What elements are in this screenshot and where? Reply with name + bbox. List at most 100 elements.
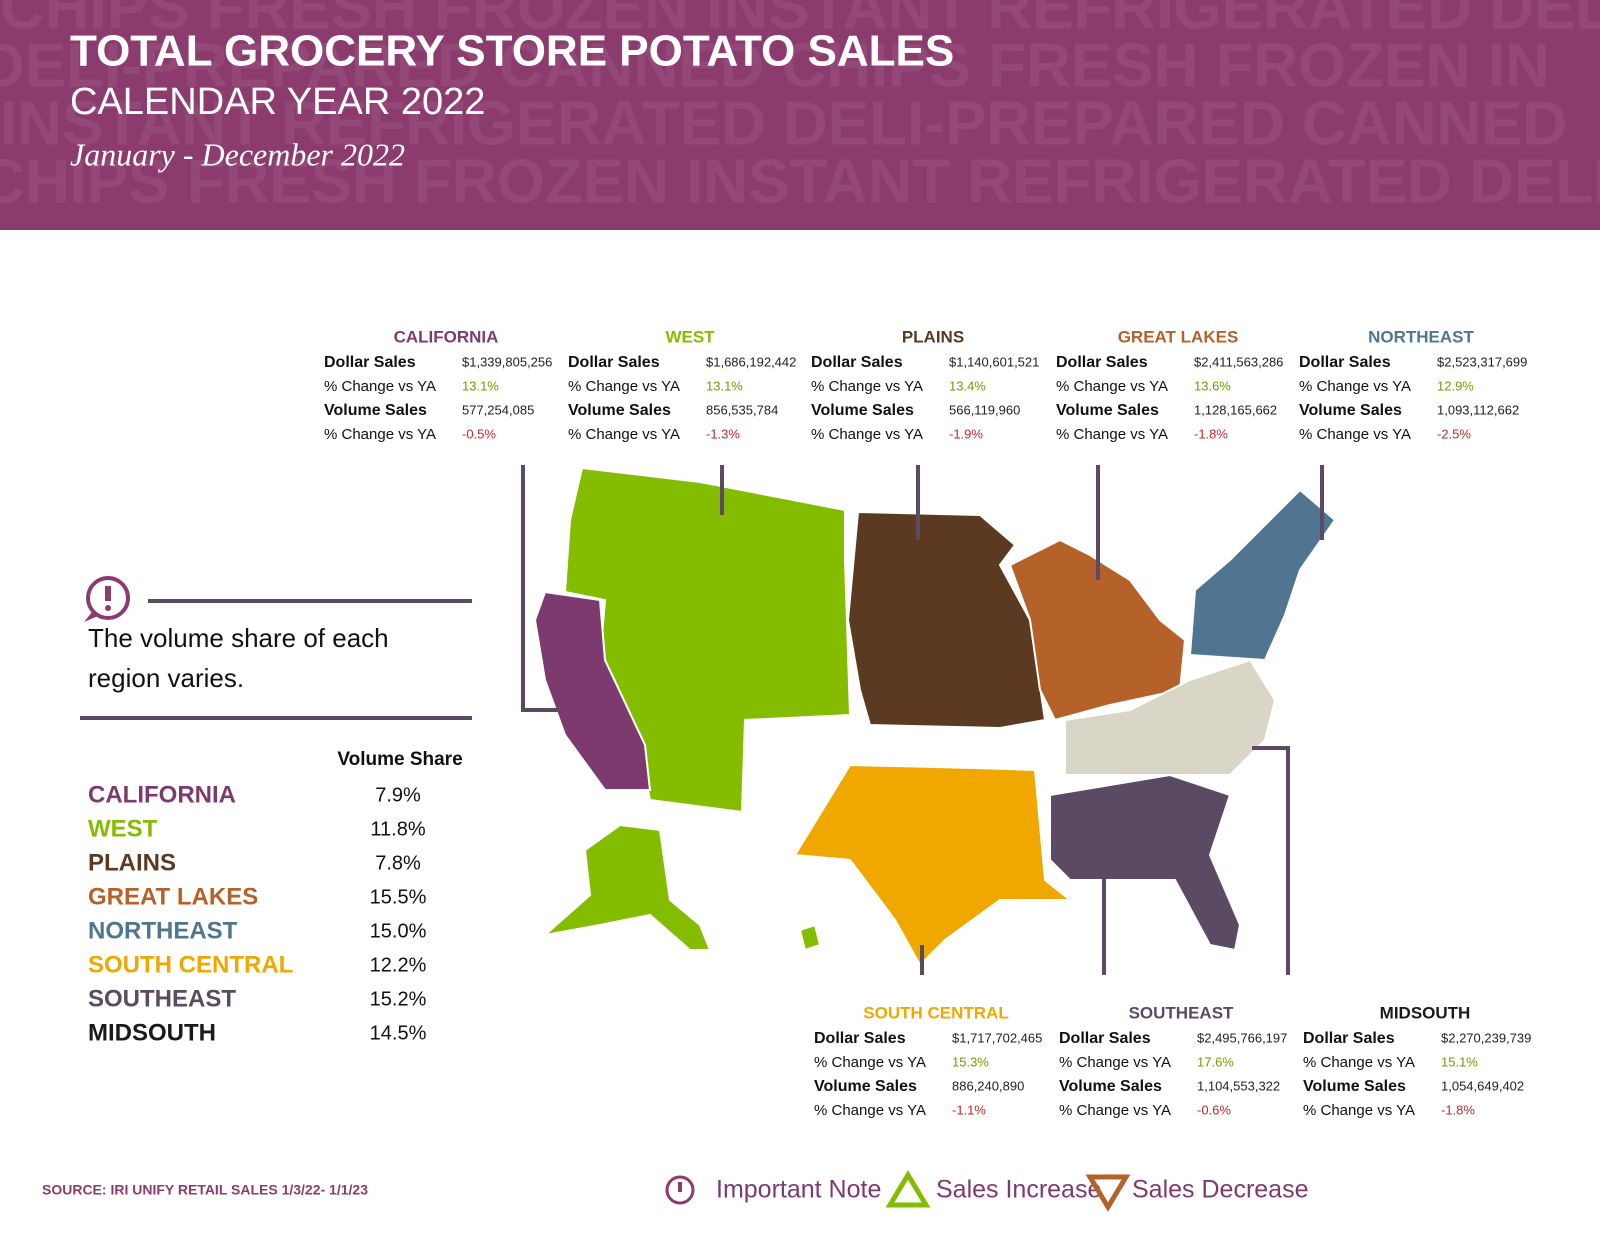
stat-value: $1,686,192,442: [706, 354, 796, 369]
subtitle: CALENDAR YEAR 2022: [70, 81, 485, 123]
share-value: 12.2%: [370, 954, 427, 976]
stat-value: 577,254,085: [462, 402, 534, 417]
connectors: [521, 465, 1324, 975]
stat-label: % Change vs YA: [324, 426, 436, 443]
region-name: SOUTH CENTRAL: [863, 1003, 1008, 1022]
stat-label: Dollar Sales: [324, 354, 416, 371]
decrease-icon: [1085, 1174, 1131, 1212]
stat-label: Dollar Sales: [1056, 354, 1148, 371]
region-stats: CALIFORNIA Dollar Sales $1,339,805,256 % Ch…: [324, 327, 1531, 1118]
stat-value: 13.1%: [706, 378, 743, 393]
stat-label: Volume Sales: [814, 1078, 917, 1095]
stat-value: 15.1%: [1441, 1054, 1478, 1069]
stat-value: $1,717,702,465: [952, 1030, 1042, 1045]
stat-value: $2,270,239,739: [1441, 1030, 1531, 1045]
share-region: SOUTHEAST: [88, 985, 236, 1012]
share-region: MIDSOUTH: [88, 1019, 216, 1046]
stat-label: Dollar Sales: [1299, 354, 1391, 371]
stat-label: Dollar Sales: [568, 354, 660, 371]
stat-label: % Change vs YA: [1056, 378, 1168, 395]
share-value: 14.5%: [370, 1022, 427, 1044]
stat-value: 1,104,553,322: [1197, 1078, 1280, 1093]
stat-value: 856,535,784: [706, 402, 778, 417]
source: SOURCE: IRI UNIFY RETAIL SALES 1/3/22- 1…: [42, 1182, 368, 1198]
alaska-shape: [541, 823, 712, 951]
stat-label: % Change vs YA: [568, 426, 680, 443]
stat-value: 566,119,960: [949, 402, 1020, 417]
stat-label: % Change vs YA: [1299, 426, 1411, 443]
share-header: Volume Share: [337, 749, 462, 770]
region-name: WEST: [665, 327, 715, 346]
share-region: WEST: [88, 815, 158, 842]
stat-label: % Change vs YA: [814, 1102, 926, 1119]
stat-label: % Change vs YA: [811, 426, 923, 443]
region-name: PLAINS: [902, 327, 964, 346]
stat-value: $2,523,317,699: [1437, 354, 1527, 369]
share-value: 15.0%: [370, 920, 427, 942]
stat-label: % Change vs YA: [811, 378, 923, 395]
stat-value: 17.6%: [1197, 1054, 1234, 1069]
stat-label: Dollar Sales: [1059, 1030, 1151, 1047]
note: The volume share of each region varies.: [88, 623, 389, 693]
midsouth-shape: [1064, 658, 1277, 776]
hawaii-shape: [798, 923, 822, 952]
share-region: CALIFORNIA: [88, 781, 236, 808]
increase-icon: [885, 1170, 931, 1208]
region-name: MIDSOUTH: [1380, 1003, 1471, 1022]
watermark: CHIPS FRESH FROZEN INSTANT REFRIGERATED …: [0, 0, 1600, 216]
share-region: PLAINS: [88, 849, 176, 876]
stat-value: $2,411,563,286: [1194, 354, 1283, 369]
stat-value: 1,093,112,662: [1437, 402, 1519, 417]
stat-label: % Change vs YA: [1056, 426, 1168, 443]
stat-value: 1,128,165,662: [1194, 402, 1277, 417]
stat-label: Volume Sales: [1059, 1078, 1162, 1095]
share-region: SOUTH CENTRAL: [88, 951, 293, 978]
stat-value: $1,339,805,256: [462, 354, 552, 369]
watermark-line: INSTANT REFRIGERATED DELI-PREPARED CANNE…: [0, 89, 1567, 158]
stat-label: Volume Sales: [1299, 402, 1402, 419]
legend-label: Sales Increase: [936, 1176, 1101, 1204]
note-box: The volume share of each region varies.: [88, 623, 389, 693]
great-lakes-shape: [1008, 538, 1187, 722]
stat-value: $1,140,601,521: [949, 354, 1039, 369]
stat-label: % Change vs YA: [1059, 1054, 1171, 1071]
note-icon: [665, 1175, 695, 1205]
stat-value: 15.3%: [952, 1054, 989, 1069]
share-table: CALIFORNIA 7.9% WEST 11.8% PLAINS 7.8% GREAT L…: [88, 781, 427, 1046]
stat-label: Volume Sales: [1056, 402, 1159, 419]
region-name: CALIFORNIA: [394, 327, 499, 346]
stat-value: -1.8%: [1194, 426, 1228, 441]
stat-label: % Change vs YA: [814, 1054, 926, 1071]
header-band: [0, 0, 1600, 230]
stat-label: % Change vs YA: [1059, 1102, 1171, 1119]
plains-shape: [846, 510, 1047, 730]
stat-value: 12.9%: [1437, 378, 1474, 393]
note-icon: [678, 1182, 682, 1192]
stat-label: Volume Sales: [811, 402, 914, 419]
connector: [1252, 746, 1290, 975]
stat-value: -0.6%: [1197, 1102, 1231, 1117]
stat-value: 13.1%: [462, 378, 499, 393]
california-shape: [533, 590, 652, 791]
stat-value: -1.3%: [706, 426, 740, 441]
stat-label: % Change vs YA: [1303, 1054, 1415, 1071]
stat-value: 13.6%: [1194, 378, 1231, 393]
share-value: 11.8%: [370, 818, 425, 840]
northeast-shape: [1188, 488, 1337, 662]
stat-label: Volume Sales: [568, 402, 671, 419]
region-name: GREAT LAKES: [1118, 327, 1239, 346]
stat-value: -0.5%: [462, 426, 496, 441]
share-value: 15.5%: [370, 886, 427, 908]
legend: Important Note Sales Increase Sales Decr…: [665, 1170, 1308, 1212]
stat-value: -2.5%: [1437, 426, 1471, 441]
watermark-line: CHIPS FRESH FROZEN INSTANT REFRIGERATED …: [0, 0, 1600, 42]
stat-label: Dollar Sales: [814, 1030, 906, 1047]
date: January - December 2022: [70, 136, 405, 172]
southeast-shape: [1049, 773, 1242, 952]
stat-label: Volume Sales: [1303, 1078, 1406, 1095]
connector: [521, 465, 560, 712]
watermark-line: DELI-PREPARED CANNED CHIPS FRESH FROZEN …: [0, 31, 1550, 100]
title: TOTAL GROCERY STORE POTATO SALES: [70, 27, 954, 76]
stat-value: -1.8%: [1441, 1102, 1475, 1117]
